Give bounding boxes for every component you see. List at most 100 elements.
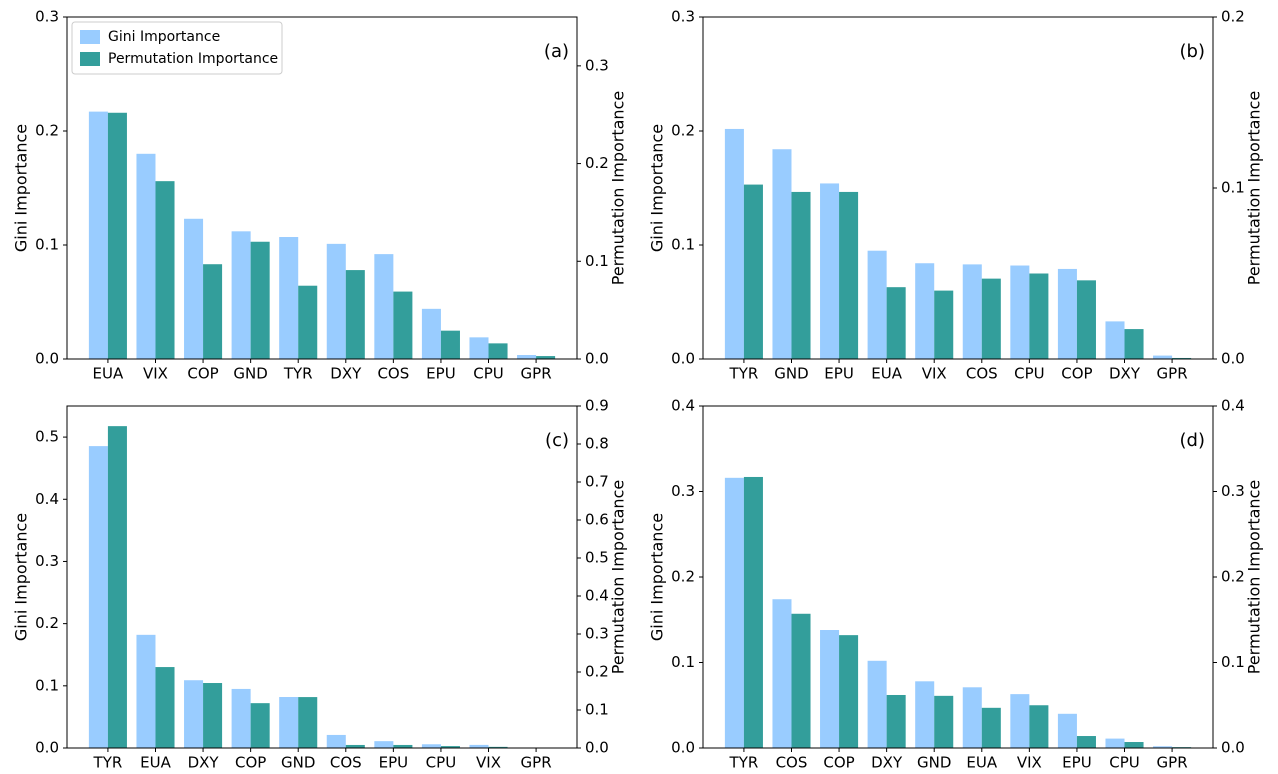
y-tick-label: 0.0 <box>35 350 59 368</box>
x-tick-label: COP <box>1061 365 1092 383</box>
y2-tick-label: 0.0 <box>1221 739 1245 757</box>
bar <box>867 660 887 748</box>
y2-tick-label: 0.4 <box>1221 397 1245 415</box>
bar <box>1105 321 1125 359</box>
bar <box>155 667 175 748</box>
x-tick-label: COS <box>330 754 362 772</box>
y-tick-label: 0.1 <box>671 236 695 254</box>
plot-frame <box>66 405 578 749</box>
bar <box>886 694 906 748</box>
y-tick-label: 0.0 <box>671 739 695 757</box>
y-tick-label: 0.2 <box>35 122 59 140</box>
bar <box>345 270 365 359</box>
bar <box>1153 746 1173 748</box>
bar <box>136 153 156 359</box>
y-tick-label: 0.4 <box>35 490 59 508</box>
x-tick-label: COS <box>966 365 998 383</box>
x-tick-label: COP <box>235 754 266 772</box>
y2-tick-label: 0.3 <box>585 56 609 74</box>
bar <box>791 191 811 359</box>
panel: TYR COS COP DXY GND EUA VIX EPU CPU GPR 0.0 0.1 0.2 0… <box>648 397 1264 772</box>
x-tick-label: EPU <box>379 754 409 772</box>
bar <box>724 477 744 748</box>
bar <box>469 337 489 359</box>
y2-tick-label: 0.5 <box>585 549 609 567</box>
bar <box>421 744 441 748</box>
x-tick-label: EUA <box>966 754 997 772</box>
plot-frame <box>702 405 1214 749</box>
x-tick-label: TYR <box>729 754 759 772</box>
panel-label: (b) <box>1180 41 1205 62</box>
y2-tick-label: 0.0 <box>585 739 609 757</box>
x-tick-label: VIX <box>1017 754 1042 772</box>
bar <box>488 746 508 748</box>
bar <box>440 746 460 748</box>
bar <box>724 128 744 359</box>
bar <box>1124 329 1144 359</box>
y2-tick-label: 0.2 <box>1221 8 1245 26</box>
y-tick-label: 0.3 <box>35 8 59 26</box>
bar <box>231 231 251 359</box>
bar <box>772 599 792 748</box>
x-tick-label: EUA <box>140 754 171 772</box>
y2-tick-label: 0.1 <box>1221 179 1245 197</box>
bar <box>374 254 394 359</box>
bar <box>1010 694 1030 748</box>
bar <box>421 308 441 359</box>
x-tick-label: CPU <box>426 754 457 772</box>
bar <box>962 687 982 748</box>
x-tick-label: GPR <box>521 365 552 383</box>
y2-tick-label: 0.2 <box>1221 568 1245 586</box>
bar <box>1029 273 1049 359</box>
y-axis-label: Gini Importance <box>12 124 31 252</box>
bar <box>136 634 156 748</box>
y2-tick-label: 0.1 <box>585 252 609 270</box>
bar <box>88 446 108 748</box>
bar <box>279 697 299 748</box>
y2-axis-label: Permutation Importance <box>609 480 628 674</box>
y2-tick-label: 0.7 <box>585 473 609 491</box>
y-axis-label: Gini Importance <box>648 124 667 252</box>
x-tick-label: COS <box>377 365 409 383</box>
legend-frame <box>71 21 283 75</box>
bar <box>107 112 127 359</box>
bar <box>250 241 270 359</box>
bar <box>469 744 489 748</box>
y2-tick-label: 0.3 <box>585 625 609 643</box>
bar <box>517 355 537 359</box>
bar <box>184 218 204 359</box>
panel-label: (d) <box>1180 430 1205 451</box>
y-tick-label: 0.0 <box>35 739 59 757</box>
x-tick-label: COP <box>187 365 218 383</box>
y-tick-label: 0.1 <box>35 236 59 254</box>
bar <box>867 250 887 359</box>
y-axis-label: Gini Importance <box>12 513 31 641</box>
x-tick-label: EPU <box>426 365 456 383</box>
x-tick-label: TYR <box>283 365 313 383</box>
x-tick-label: VIX <box>476 754 501 772</box>
bar <box>107 426 127 748</box>
x-tick-label: GND <box>917 754 951 772</box>
plot-frame <box>66 16 578 360</box>
bar <box>279 237 299 359</box>
x-tick-label: GPR <box>1157 365 1188 383</box>
y2-tick-label: 0.8 <box>585 435 609 453</box>
bar <box>393 291 413 359</box>
bar <box>326 734 346 748</box>
x-tick-label: GPR <box>1157 754 1188 772</box>
bar <box>298 285 318 359</box>
legend-swatch <box>80 30 100 44</box>
bar <box>1057 268 1077 359</box>
y-axis-label: Gini Importance <box>648 513 667 641</box>
panel-label: (a) <box>544 41 569 62</box>
bar <box>203 683 223 748</box>
bar <box>1124 742 1144 748</box>
x-tick-label: DXY <box>1109 365 1141 383</box>
y-tick-label: 0.2 <box>35 614 59 632</box>
bar <box>250 703 270 748</box>
x-tick-label: EUA <box>871 365 902 383</box>
x-tick-label: CPU <box>1109 754 1140 772</box>
bar <box>298 697 318 748</box>
panel: EUA VIX COP GND TYR DXY COS EPU CPU GPR 0.0 0.1 0.2 0… <box>12 8 628 383</box>
legend-label: Gini Importance <box>108 29 220 45</box>
